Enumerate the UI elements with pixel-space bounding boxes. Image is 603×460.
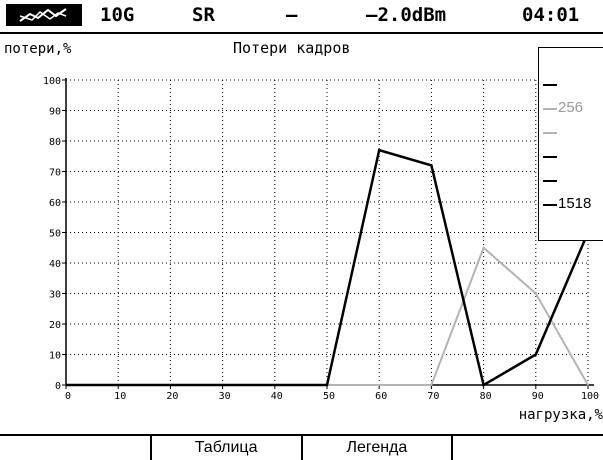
x-tick-label: 70 [427, 391, 439, 402]
y-tick-label: 60 [49, 198, 61, 209]
legend-entry [539, 170, 603, 192]
legend-label: 1518 [558, 195, 592, 212]
softkey-divider [451, 436, 454, 460]
legend-entry: 1518 [539, 194, 603, 216]
series-point-256 [535, 292, 537, 295]
series-point-1518 [326, 384, 328, 386]
series-point-1518 [430, 164, 433, 167]
y-tick-label: 20 [49, 320, 61, 331]
legend-label: 256 [558, 99, 584, 116]
x-tick-label: 90 [532, 391, 544, 402]
legend-entry [539, 146, 603, 168]
legend-line-swatch [543, 132, 557, 134]
series-line-1518 [66, 148, 590, 387]
x-tick-label: 100 [581, 391, 599, 402]
legend-entry [539, 74, 603, 96]
softkey-3[interactable]: Легенда [346, 439, 408, 456]
chart-title: Потери кадров [233, 39, 350, 57]
y-tick-label: 90 [49, 107, 61, 118]
x-tick-label: 80 [480, 391, 492, 402]
series-point-1518 [535, 353, 537, 356]
x-tick-label: 30 [219, 391, 231, 402]
series-point-256 [587, 384, 589, 386]
y-tick-label: 30 [49, 290, 61, 301]
y-axis-label: потери,% [4, 41, 72, 57]
frame-loss-chart: 0 10 20 30 40 50 60 70 80 90 100 0 10 20 30 40 50 60 70 80 9… [0, 34, 603, 434]
time-label: 04:01 [522, 4, 580, 26]
x-tick-label: 60 [375, 391, 387, 402]
status-bar: 10G SR – –2.0dBm 04:01 [0, 0, 603, 34]
x-tick-label: 50 [323, 391, 335, 402]
y-tick-label: 50 [49, 229, 61, 240]
y-tick-label: 80 [49, 137, 61, 148]
softkey-2[interactable]: Таблица [194, 439, 258, 456]
series-point-1518 [221, 384, 224, 386]
series-point-256 [378, 384, 381, 386]
legend-line-swatch [543, 84, 557, 86]
x-tick-label: 0 [65, 391, 71, 402]
softkey-divider [300, 436, 303, 460]
y-tick-label: 100 [43, 76, 61, 87]
softkey-divider [149, 436, 152, 460]
separator-label: – [286, 4, 298, 26]
x-tick-label: 40 [271, 391, 283, 402]
signal-graph-icon [6, 4, 82, 26]
softkey-bar: Таблица Легенда [0, 434, 603, 460]
series-point-256 [430, 384, 433, 386]
legend-line-swatch [543, 108, 557, 110]
series-point-1518 [482, 384, 485, 386]
series-point-1518 [117, 384, 119, 386]
x-axis-label: нагрузка,% [519, 407, 603, 423]
y-tick-label: 70 [49, 168, 61, 179]
y-tick-label: 10 [49, 351, 61, 362]
legend-panel[interactable]: 256 1518 [538, 47, 603, 241]
power-label: –2.0dBm [366, 4, 447, 26]
rate-label: 10G [100, 4, 135, 26]
series-point-1518 [274, 384, 276, 386]
series-point-1518 [65, 384, 67, 386]
legend-line-swatch [543, 204, 557, 206]
legend-line-swatch [543, 156, 557, 158]
series-point-1518 [378, 149, 381, 151]
legend-line-swatch [543, 180, 557, 182]
softkey-4[interactable] [452, 436, 603, 460]
x-tick-label: 10 [114, 391, 126, 402]
series-point-256 [482, 246, 485, 249]
y-tick-label: 0 [55, 381, 61, 392]
mode-label: SR [192, 4, 215, 26]
softkey-1[interactable] [0, 436, 151, 460]
legend-entry [539, 122, 603, 144]
y-tick-label: 40 [49, 259, 61, 270]
series-point-1518 [169, 384, 172, 386]
x-tick-label: 20 [166, 391, 178, 402]
chart-canvas: 0 10 20 30 40 50 60 70 80 90 100 0 10 20 30 40 50 60 70 80 9… [4, 39, 603, 423]
legend-entry: 256 [539, 98, 603, 120]
